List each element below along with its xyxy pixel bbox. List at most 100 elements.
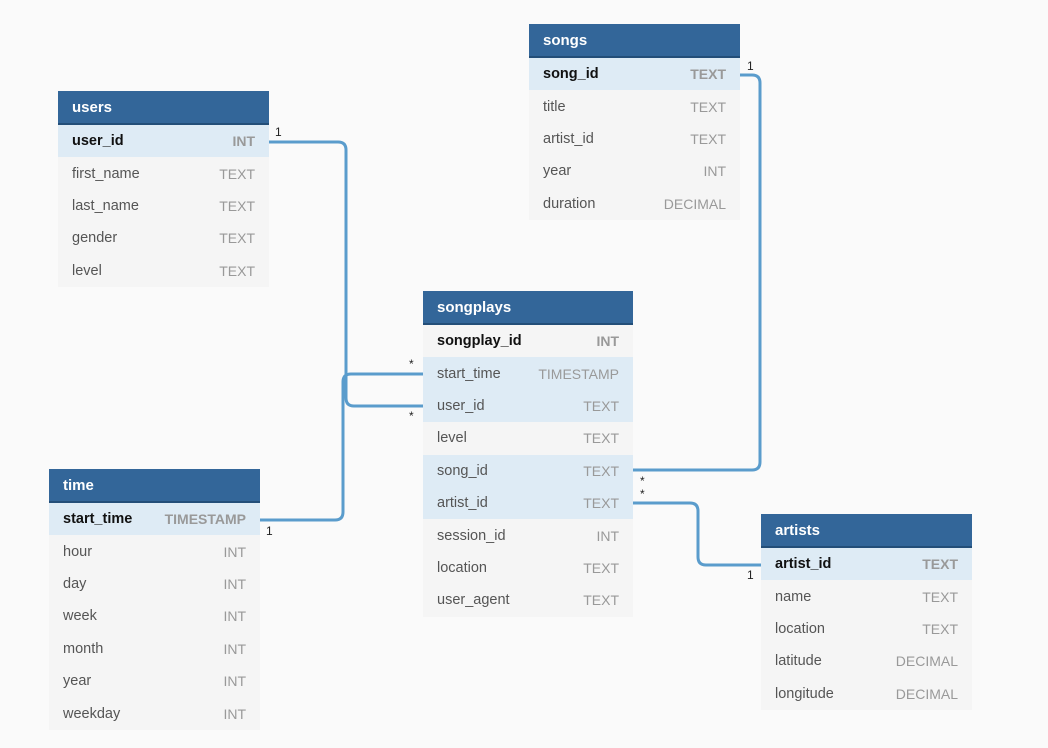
table-row[interactable]: longitude DECIMAL [761,678,972,710]
cardinality-one-time: 1 [266,524,273,538]
table-row[interactable]: year INT [49,665,260,697]
column-name: artist_id [775,556,832,573]
column-type: TIMESTAMP [164,511,246,528]
table-row[interactable]: user_id INT [58,125,269,158]
table-header[interactable]: songplays [423,291,633,325]
column-name: user_id [72,133,124,150]
cardinality-many-start-time: * [409,357,414,371]
column-name: artist_id [543,130,594,147]
column-name: longitude [775,685,834,702]
table-row[interactable]: first_name TEXT [58,157,269,189]
table-row[interactable]: name TEXT [761,580,972,612]
table-row[interactable]: user_id TEXT [423,389,633,423]
column-type: INT [223,673,246,690]
column-name: location [775,620,825,637]
column-type: TEXT [922,556,958,573]
table-row[interactable]: hour INT [49,535,260,567]
table-header[interactable]: time [49,469,260,503]
cardinality-one-users: 1 [275,125,282,139]
table-row[interactable]: artist_id TEXT [761,548,972,581]
column-name: start_time [437,365,501,382]
table-header[interactable]: artists [761,514,972,548]
cardinality-one-artists: 1 [747,568,754,582]
column-type: INT [223,608,246,625]
column-type: TEXT [583,430,619,447]
column-name: song_id [437,462,488,479]
column-type: INT [596,333,619,350]
table-users[interactable]: users user_id INT first_name TEXT last_nam… [58,91,269,287]
column-name: duration [543,195,596,212]
table-row[interactable]: song_id TEXT [529,58,740,91]
column-name: user_agent [437,592,510,609]
table-row[interactable]: artist_id TEXT [423,486,633,520]
table-row[interactable]: weekday INT [49,697,260,729]
table-row[interactable]: duration DECIMAL [529,188,740,220]
column-type: TEXT [219,165,255,182]
column-type: DECIMAL [895,653,958,670]
table-time[interactable]: time start_time TIMESTAMP hour INT day INT … [49,469,260,730]
cardinality-many-artist-id: * [640,487,645,501]
table-row[interactable]: week INT [49,600,260,632]
column-name: hour [63,543,93,560]
column-type: TEXT [922,588,958,605]
column-type: TIMESTAMP [538,365,619,382]
column-type: TEXT [219,230,255,247]
column-type: INT [596,527,619,544]
column-type: INT [703,163,726,180]
table-row[interactable]: month INT [49,633,260,665]
table-row[interactable]: artist_id TEXT [529,123,740,155]
column-type: TEXT [690,66,726,83]
column-name: artist_id [437,495,488,512]
table-row[interactable]: latitude DECIMAL [761,645,972,677]
table-songs[interactable]: songs song_id TEXT title TEXT artist_id TEX… [529,24,740,220]
column-type: TEXT [690,98,726,115]
table-row[interactable]: day INT [49,568,260,600]
table-row[interactable]: title TEXT [529,90,740,122]
cardinality-many-user-id: * [409,409,414,423]
table-row[interactable]: last_name TEXT [58,190,269,222]
table-row[interactable]: location TEXT [761,613,972,645]
table-row[interactable]: level TEXT [423,422,633,454]
table-songplays[interactable]: songplays songplay_id INT start_time TIMES… [423,291,633,617]
table-row[interactable]: level TEXT [58,255,269,287]
column-name: month [63,640,104,657]
column-name: title [543,98,566,115]
column-name: session_id [437,527,506,544]
column-name: first_name [72,165,140,182]
column-name: level [437,430,467,447]
table-row[interactable]: location TEXT [423,552,633,584]
table-header[interactable]: users [58,91,269,125]
column-name: last_name [72,197,139,214]
link-time-songplays [258,372,425,522]
link-artists-songplays [631,501,763,567]
column-type: INT [223,575,246,592]
column-type: INT [223,543,246,560]
table-artists[interactable]: artists artist_id TEXT name TEXT location T… [761,514,972,710]
table-row[interactable]: user_agent TEXT [423,584,633,616]
column-name: weekday [63,705,121,722]
table-row[interactable]: gender TEXT [58,222,269,254]
column-name: latitude [775,653,822,670]
table-row[interactable]: year INT [529,155,740,187]
column-name: name [775,588,812,605]
column-type: TEXT [583,559,619,576]
column-type: TEXT [219,262,255,279]
column-type: TEXT [690,130,726,147]
column-type: TEXT [583,592,619,609]
table-row[interactable]: session_id INT [423,519,633,551]
table-row[interactable]: songplay_id INT [423,325,633,357]
column-name: song_id [543,66,599,83]
column-type: DECIMAL [895,685,958,702]
column-name: songplay_id [437,333,522,350]
table-row[interactable]: start_time TIMESTAMP [423,357,633,390]
column-name: year [543,163,572,180]
column-type: TEXT [583,462,619,479]
column-name: location [437,559,487,576]
column-type: DECIMAL [663,195,726,212]
table-row[interactable]: start_time TIMESTAMP [49,503,260,536]
column-name: user_id [437,397,485,414]
column-type: TEXT [583,397,619,414]
table-header[interactable]: songs [529,24,740,58]
table-row[interactable]: song_id TEXT [423,454,633,487]
cardinality-one-songs: 1 [747,59,754,73]
